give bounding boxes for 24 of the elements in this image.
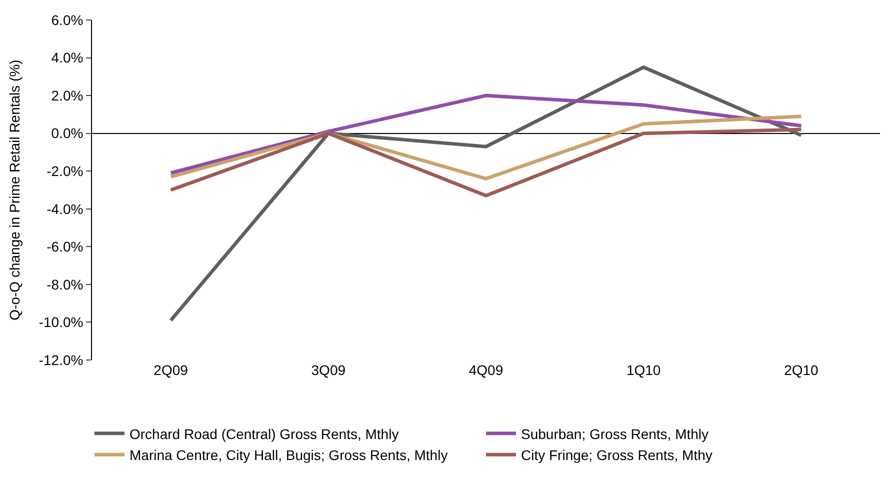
- line-series: [169, 128, 803, 198]
- legend-label: City Fringe; Gross Rents, Mthy: [521, 447, 712, 464]
- x-tick-label: 3Q09: [311, 362, 346, 378]
- legend-label: Suburban; Gross Rents, Mthly: [521, 426, 709, 442]
- y-tick-label: 2.0%: [51, 87, 84, 104]
- line-series: [169, 65, 803, 322]
- y-tick-label: -12.0%: [38, 352, 84, 368]
- x-tick-label: 2Q10: [784, 362, 819, 378]
- y-tick-label: -6.0%: [46, 238, 84, 255]
- line-series: [169, 94, 803, 175]
- y-tick-label: -10.0%: [38, 314, 84, 330]
- y-tick-label: -2.0%: [46, 163, 84, 180]
- x-tick-label: 2Q09: [154, 362, 188, 378]
- legend-label: Marina Centre, City Hall, Bugis; Gross Rents, Mthly: [130, 447, 448, 464]
- y-tick-label: 6.0%: [51, 12, 84, 28]
- x-tick-label: 1Q10: [626, 362, 661, 378]
- y-tick-label: -8.0%: [46, 276, 84, 292]
- y-axis-title: Q-o-Q change in Prime Retail Rentals (%): [6, 60, 22, 320]
- x-tick-label: 4Q09: [468, 362, 504, 378]
- legend-label: Orchard Road (Central) Gross Rents, Mthly: [130, 426, 399, 442]
- y-tick-label: 0.0%: [51, 125, 84, 142]
- line-series: [169, 114, 803, 180]
- y-tick-label: -4.0%: [46, 200, 84, 217]
- y-tick-label: 4.0%: [51, 50, 84, 66]
